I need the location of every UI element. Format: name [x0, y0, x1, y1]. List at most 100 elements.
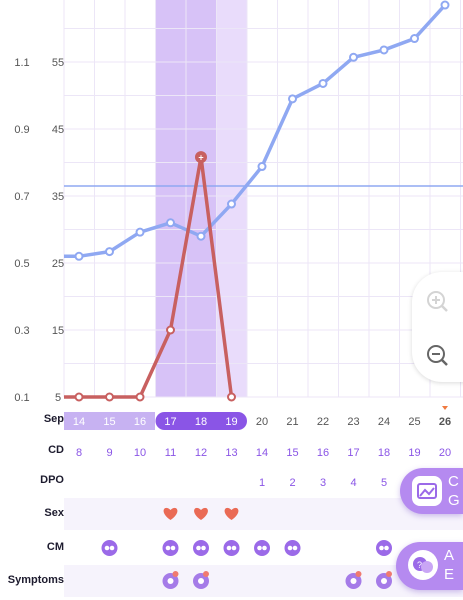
cm-icon[interactable]	[223, 540, 240, 556]
right-axis-tick: 45	[52, 124, 64, 136]
svg-text:?: ?	[417, 560, 422, 570]
sex-row-band	[64, 498, 463, 530]
right-axis-tick: 5	[55, 392, 61, 404]
cm-icon-detail	[170, 545, 176, 551]
symptom-dot	[355, 571, 362, 577]
dpo-value: 4	[350, 477, 356, 489]
zoom-out-icon[interactable]	[427, 345, 448, 366]
fab-chart-text-1: C	[448, 473, 459, 490]
date-tick[interactable]: 23	[347, 416, 359, 428]
heart-icon[interactable]	[194, 507, 208, 520]
left-axis-tick: 1.1	[14, 57, 29, 69]
right-axis-tick: 35	[52, 191, 64, 203]
cm-icon[interactable]	[193, 540, 209, 556]
symptom-dot	[172, 571, 179, 577]
cd-value: 17	[347, 447, 359, 459]
cm-icon-detail	[165, 545, 171, 551]
date-tick[interactable]: 16	[134, 416, 146, 428]
symptom-icon-detail	[381, 578, 387, 584]
blue-point	[105, 247, 114, 257]
right-axis-tick: 25	[52, 258, 64, 270]
cd-value: 14	[256, 447, 268, 459]
zoom-controls	[412, 272, 463, 382]
blue-point	[196, 231, 206, 241]
sex-label: Sex	[44, 507, 64, 519]
blue-point	[288, 94, 297, 104]
date-tick[interactable]: 25	[408, 416, 420, 428]
cd-value: 19	[408, 447, 420, 459]
cd-value: 15	[286, 447, 298, 459]
cm-label: CM	[46, 541, 64, 553]
cd-value: 11	[165, 447, 176, 459]
chat-icon: ?	[408, 550, 438, 580]
blue-series-line	[64, 3, 447, 259]
left-axis-tick: 0.7	[14, 191, 29, 203]
red-point	[135, 392, 145, 402]
symptom-icon-detail	[198, 578, 204, 584]
left-axis-tick: 0.9	[14, 124, 29, 136]
date-tick[interactable]: 18	[195, 416, 207, 428]
left-axis-tick: 0.3	[14, 325, 29, 337]
right-axis-tick: 55	[52, 57, 64, 69]
right-axis-tick: 15	[52, 325, 64, 337]
blue-point	[379, 45, 389, 55]
blue-point	[410, 34, 419, 44]
cm-icon[interactable]	[284, 540, 301, 556]
cd-value: 16	[317, 447, 329, 459]
dpo-value: 1	[259, 477, 265, 489]
cm-icon-detail	[226, 545, 232, 551]
cm-icon[interactable]	[162, 540, 179, 556]
peak-marker: +	[198, 153, 203, 163]
cm-icon-detail	[196, 545, 201, 551]
date-tick[interactable]: 14	[73, 416, 85, 428]
date-row-fertile	[155, 412, 247, 430]
symptom-icon-detail	[167, 578, 174, 584]
heart-icon[interactable]	[163, 507, 178, 520]
dpo-label: DPO	[40, 474, 64, 486]
date-tick[interactable]: 21	[286, 416, 298, 428]
cm-icon-detail	[384, 545, 389, 551]
blue-point	[257, 162, 267, 172]
fab-ask-text-2: E	[444, 566, 455, 583]
symptom-icon-detail	[350, 578, 357, 584]
cm-icon-detail	[104, 545, 110, 551]
cm-icon-detail	[231, 545, 237, 551]
cd-label: CD	[48, 444, 64, 456]
date-tick[interactable]: 19	[225, 416, 237, 428]
date-tick[interactable]: 17	[164, 416, 176, 428]
cm-icon-detail	[262, 545, 267, 551]
date-tick[interactable]: 20	[256, 416, 268, 428]
symptom-dot	[386, 571, 392, 577]
date-tick[interactable]: 22	[317, 416, 329, 428]
fab-chart-text-2: G	[448, 492, 460, 509]
date-tick[interactable]: 24	[378, 416, 390, 428]
dpo-value: 3	[320, 477, 326, 489]
blue-point	[135, 227, 145, 237]
symptom-dot	[203, 571, 209, 577]
cm-icon-detail	[292, 545, 298, 551]
cd-value: 8	[76, 447, 82, 459]
fab-ask-text-1: A	[444, 547, 455, 564]
heart-icon[interactable]	[224, 507, 239, 520]
red-point	[166, 325, 175, 335]
gallery-icon	[412, 476, 442, 506]
zoom-in-icon[interactable]	[427, 291, 448, 312]
cm-icon[interactable]	[376, 540, 392, 556]
blue-point	[349, 52, 358, 62]
date-tick[interactable]: 26	[439, 416, 451, 428]
month-label: Sep	[43, 413, 64, 425]
blue-point	[440, 0, 450, 10]
cm-icon[interactable]	[254, 540, 270, 556]
cm-icon[interactable]	[101, 540, 118, 556]
dpo-value: 2	[289, 477, 295, 489]
date-row-pre-fertile	[64, 412, 155, 430]
date-tick[interactable]: 15	[103, 416, 115, 428]
today-marker	[442, 406, 448, 410]
red-point	[195, 151, 207, 164]
cd-value: 18	[378, 447, 390, 459]
symptoms-label: Symptoms	[7, 574, 64, 586]
blue-point	[166, 218, 175, 228]
